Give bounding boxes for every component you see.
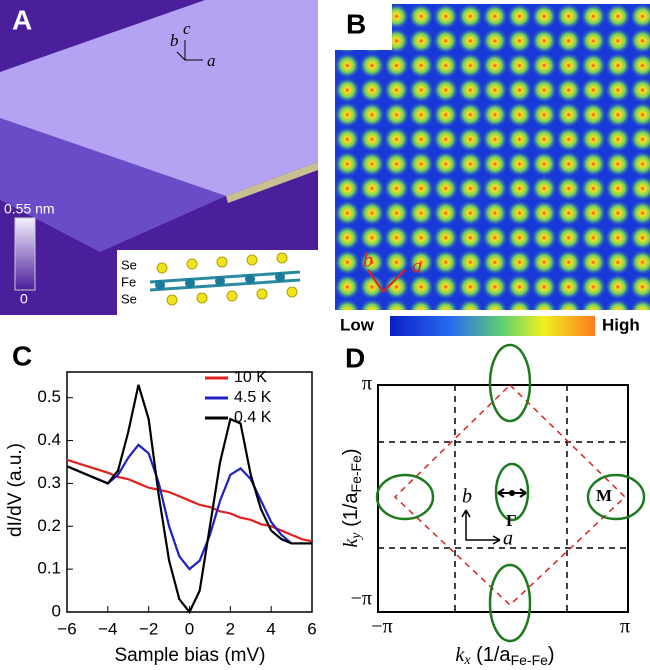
y-tick-label: 0.4 <box>37 430 61 449</box>
axes-arrows <box>176 40 203 61</box>
axis-a: a <box>503 528 513 550</box>
x-tick-label: 2 <box>226 619 235 638</box>
layer: Se <box>121 291 137 306</box>
axis-a: a <box>412 256 422 278</box>
series-line <box>66 384 312 615</box>
layer: Fe <box>121 274 136 289</box>
tick: −π <box>351 588 372 610</box>
y-tick-label: 0.2 <box>37 516 61 535</box>
legend-label: 4.5 K <box>234 389 272 406</box>
unit: (1/a <box>471 644 512 666</box>
k: k <box>455 644 465 666</box>
colorbar <box>390 316 595 336</box>
panel-letter: D <box>345 342 365 373</box>
d-labels: b a Γ M π −π −π π <box>351 373 630 638</box>
tick: π <box>620 616 630 638</box>
axis-b: b <box>462 486 472 508</box>
y-tick-label: 0 <box>52 601 61 620</box>
scale-min: 0 <box>20 291 28 307</box>
legend-label: 0.4 K <box>234 409 272 426</box>
stm-map <box>335 4 650 310</box>
axis-c: c <box>183 19 191 38</box>
tick: π <box>362 373 372 395</box>
layer: Se <box>121 257 137 272</box>
terrace <box>0 118 226 252</box>
axis-b: b <box>170 31 179 50</box>
series-line <box>66 458 313 543</box>
axis-b: b <box>363 250 373 272</box>
close: ) <box>548 644 555 666</box>
scale-max: 0.55 nm <box>4 201 55 217</box>
y-axis-title: ky (1/aFe-Fe) <box>340 448 365 547</box>
plot-frame <box>66 371 313 613</box>
gamma: Γ <box>506 511 517 530</box>
y-tick-label: 0.1 <box>37 559 61 578</box>
scale-bar <box>14 217 36 291</box>
k: k <box>340 538 362 548</box>
x-tick-label: −6 <box>57 619 76 638</box>
m-point: M <box>596 486 612 505</box>
gamma-point <box>509 490 515 496</box>
folded-zone <box>393 383 627 607</box>
edge <box>226 162 318 203</box>
unit-sub: Fe-Fe <box>511 652 549 668</box>
panel-letter: C <box>12 340 32 371</box>
axis-a: a <box>207 51 216 70</box>
x-axis-title: kx (1/aFe-Fe) <box>455 644 554 669</box>
k-sub: x <box>463 653 471 668</box>
x-tick-label: 0 <box>185 619 194 638</box>
x-tick-label: 4 <box>266 619 275 638</box>
series-line <box>66 443 312 571</box>
lattice-arrows <box>367 269 406 293</box>
panel-b: B b a Low High <box>330 0 650 336</box>
x-tick-label: 6 <box>307 619 316 638</box>
x-tick-label: −4 <box>98 619 117 638</box>
y-axis-title: dI/dV (a.u.) <box>5 443 26 537</box>
panel-letter: B <box>346 8 366 39</box>
colorbar-high: High <box>602 315 640 334</box>
colorbar-low: Low <box>340 315 375 334</box>
close: ) <box>340 448 362 455</box>
panel-d: D b a Γ M π −π −π π kx (1/aFe-Fe) ky (1/… <box>340 342 646 669</box>
y-tick-label: 0.5 <box>37 387 61 406</box>
unit: (1/a <box>340 492 362 533</box>
k-sub: y <box>349 532 364 541</box>
slab <box>0 0 318 196</box>
axes-arrows <box>461 509 501 545</box>
letter-box <box>330 0 392 50</box>
crystal <box>149 252 301 306</box>
legend-label: 10 K <box>234 369 267 386</box>
y-tick-label: 0.3 <box>37 473 61 492</box>
dashed-grid <box>378 385 628 612</box>
tick: −π <box>371 616 392 638</box>
layer-labels: Se Fe Se <box>121 257 137 306</box>
panel-c: C Sample bias (mV) dI/dV (a.u.) −6 −4 −2 0 2… <box>5 340 317 666</box>
panel-a: A b c a 0.55 nm 0 Se Fe Se <box>0 0 318 315</box>
fermi-pockets <box>375 343 646 643</box>
axes-label: b c a <box>170 19 216 70</box>
x-tick-label: −2 <box>139 619 158 638</box>
x-axis-title: Sample bias (mV) <box>115 645 266 666</box>
unit-sub: Fe-Fe <box>348 455 364 493</box>
panel-letter: A <box>12 4 32 35</box>
